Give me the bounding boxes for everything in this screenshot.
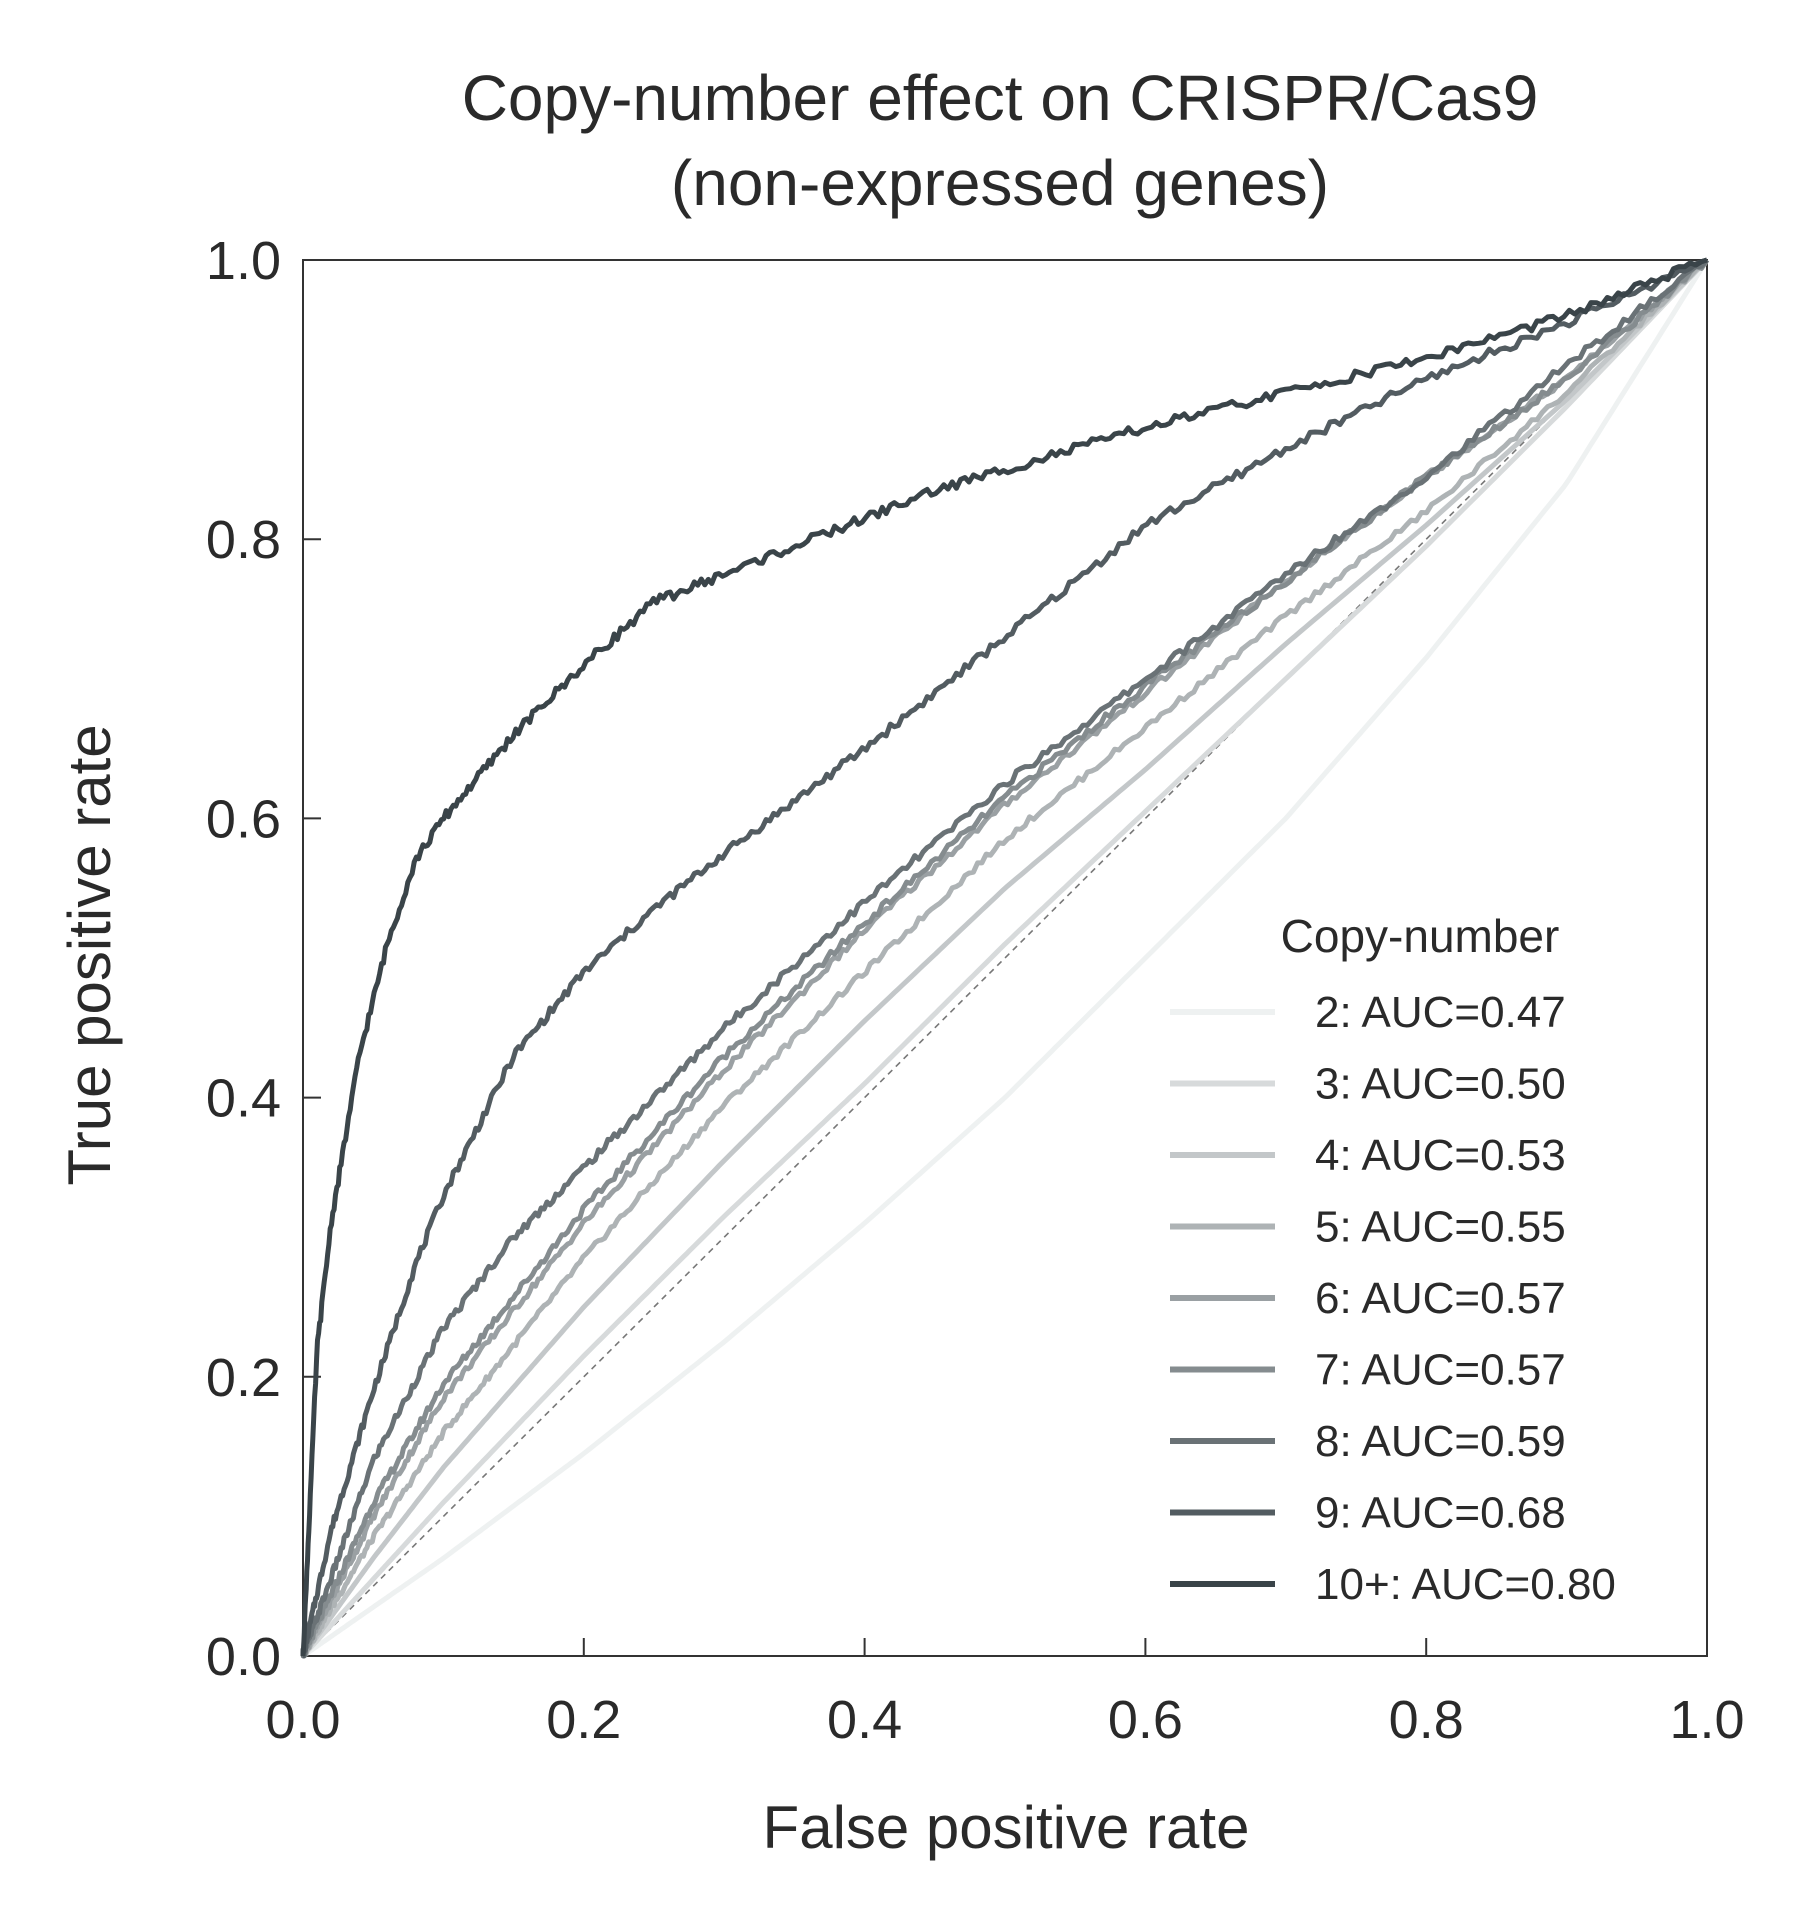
x-tick-label: 0.2 — [546, 1690, 621, 1750]
series-line — [300, 258, 1709, 1659]
y-tick-label: 0.6 — [206, 789, 281, 849]
legend-item-label: 10+: AUC=0.80 — [1315, 1560, 1616, 1609]
y-tick-label: 0.4 — [206, 1069, 281, 1129]
y-tick-label: 0.0 — [206, 1627, 281, 1687]
legend-item-label: 4: AUC=0.53 — [1315, 1131, 1566, 1180]
series-line — [300, 258, 1710, 1659]
series-line — [300, 257, 1708, 1659]
chart-title: Copy-number effect on CRISPR/Cas9 (non-e… — [462, 62, 1539, 219]
chart-title-line-2: (non-expressed genes) — [671, 147, 1329, 219]
legend-item-label: 2: AUC=0.47 — [1315, 988, 1566, 1037]
legend-item-label: 7: AUC=0.57 — [1315, 1346, 1566, 1395]
y-tick-label: 0.8 — [206, 510, 281, 570]
plot-area: 0.0 0.2 0.4 0.6 0.8 1.0 0.0 0.2 0.4 0.6 0.8 1.0 Copy… — [206, 231, 1745, 1750]
x-tick-label: 1.0 — [1669, 1690, 1744, 1750]
legend-item-label: 6: AUC=0.57 — [1315, 1274, 1566, 1323]
legend-item-label: 8: AUC=0.59 — [1315, 1417, 1566, 1466]
plot-frame — [302, 259, 1708, 1657]
series-line — [300, 258, 1709, 1659]
chart-title-line-1: Copy-number effect on CRISPR/Cas9 — [462, 62, 1539, 134]
y-tick-label: 1.0 — [206, 231, 281, 291]
x-tick-label: 0.6 — [1108, 1690, 1183, 1750]
legend-item-label: 3: AUC=0.50 — [1315, 1060, 1566, 1109]
x-tick-label: 0.8 — [1389, 1690, 1464, 1750]
x-tick-label: 0.0 — [265, 1690, 340, 1750]
legend-item-label: 9: AUC=0.68 — [1315, 1489, 1566, 1538]
series-line — [300, 258, 1709, 1659]
y-axis-label: True positive rate — [56, 724, 123, 1185]
x-tick-label: 0.4 — [827, 1690, 902, 1750]
y-tick-label: 0.2 — [206, 1348, 281, 1408]
series-line — [300, 258, 1709, 1659]
legend-item-label: 5: AUC=0.55 — [1315, 1203, 1566, 1252]
legend-title: Copy-number — [1281, 910, 1560, 962]
x-axis-label: False positive rate — [763, 1794, 1250, 1861]
series-line — [300, 257, 1708, 1657]
